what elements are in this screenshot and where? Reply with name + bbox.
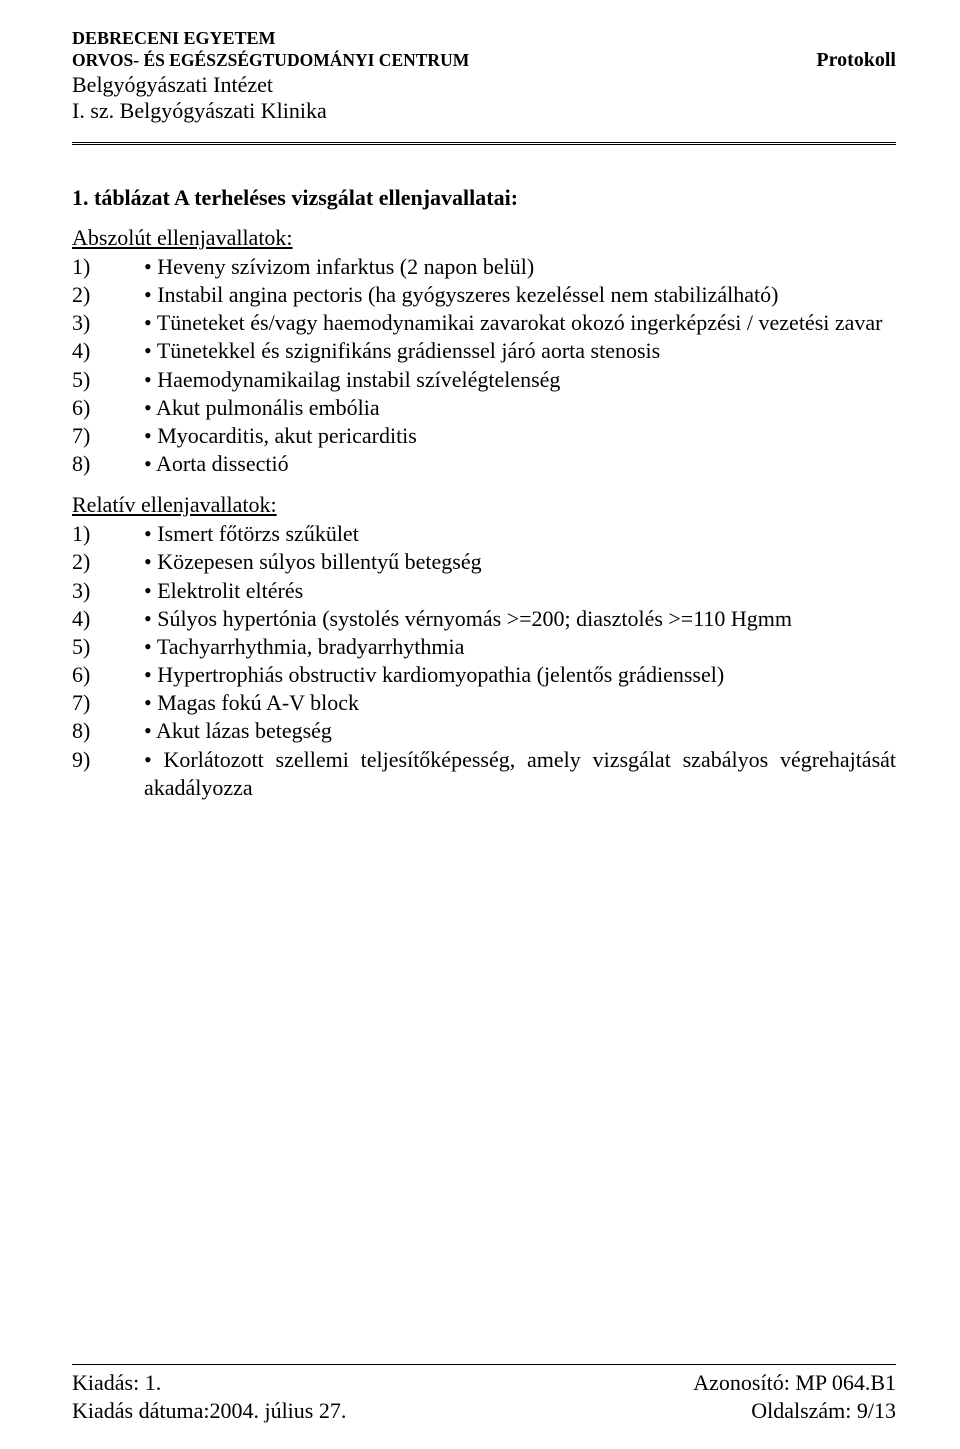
list-item: 6)Akut pulmonális embólia bbox=[72, 394, 896, 422]
list-item-text: Hypertrophiás obstructiv kardiomyopathia… bbox=[144, 661, 896, 689]
footer-divider bbox=[72, 1364, 896, 1365]
list-item-number: 3) bbox=[72, 577, 144, 605]
list-item-text: Haemodynamikailag instabil szívelégtelen… bbox=[144, 366, 896, 394]
list-item: 8)Akut lázas betegség bbox=[72, 717, 896, 745]
list-item-number: 4) bbox=[72, 337, 144, 365]
list-item: 2)Közepesen súlyos billentyű betegség bbox=[72, 548, 896, 576]
list-item-number: 4) bbox=[72, 605, 144, 633]
list-item: 3)Elektrolit eltérés bbox=[72, 577, 896, 605]
list-item-text: Tünetekkel és szignifikáns grádienssel j… bbox=[144, 337, 896, 365]
footer-page-number: Oldalszám: 9/13 bbox=[751, 1397, 896, 1425]
absolute-heading: Abszolút ellenjavallatok: bbox=[72, 225, 896, 251]
list-item-number: 8) bbox=[72, 717, 144, 745]
footer-row-2: Kiadás dátuma:2004. július 27. Oldalszám… bbox=[72, 1397, 896, 1425]
footer-row-1: Kiadás: 1. Azonosító: MP 064.B1 bbox=[72, 1369, 896, 1397]
list-item-text: Akut pulmonális embólia bbox=[144, 394, 896, 422]
list-item-text: Magas fokú A-V block bbox=[144, 689, 896, 717]
absolute-block: Abszolút ellenjavallatok: 1)Heveny szívi… bbox=[72, 225, 896, 478]
list-item-number: 5) bbox=[72, 633, 144, 661]
header-institute: Belgyógyászati Intézet bbox=[72, 72, 896, 98]
list-item: 7)Magas fokú A-V block bbox=[72, 689, 896, 717]
list-item-number: 7) bbox=[72, 689, 144, 717]
page-header: DEBRECENI EGYETEM ORVOS- ÉS EGÉSZSÉGTUDO… bbox=[72, 28, 896, 124]
list-item-text: Tachyarrhythmia, bradyarrhythmia bbox=[144, 633, 896, 661]
list-item-text: Közepesen súlyos billentyű betegség bbox=[144, 548, 896, 576]
header-university: DEBRECENI EGYETEM bbox=[72, 28, 896, 49]
list-item-text: Instabil angina pectoris (ha gyógyszeres… bbox=[144, 281, 896, 309]
list-item: 3)Tüneteket és/vagy haemodynamikai zavar… bbox=[72, 309, 896, 337]
list-item-number: 7) bbox=[72, 422, 144, 450]
list-item: 7)Myocarditis, akut pericarditis bbox=[72, 422, 896, 450]
list-item-number: 8) bbox=[72, 450, 144, 478]
footer-date: Kiadás dátuma:2004. július 27. bbox=[72, 1397, 346, 1425]
list-item-text: Aorta dissectió bbox=[144, 450, 896, 478]
list-item-number: 1) bbox=[72, 520, 144, 548]
absolute-list: 1)Heveny szívizom infarktus (2 napon bel… bbox=[72, 253, 896, 478]
list-item-text: Akut lázas betegség bbox=[144, 717, 896, 745]
relative-list: 1)Ismert főtörzs szűkület2)Közepesen súl… bbox=[72, 520, 896, 802]
list-item-number: 5) bbox=[72, 366, 144, 394]
list-item-text: Ismert főtörzs szűkület bbox=[144, 520, 896, 548]
list-item: 5)Tachyarrhythmia, bradyarrhythmia bbox=[72, 633, 896, 661]
list-item-number: 2) bbox=[72, 548, 144, 576]
list-item-text: Tüneteket és/vagy haemodynamikai zavarok… bbox=[144, 309, 896, 337]
list-item-text: Korlátozott szellemi teljesítőképesség, … bbox=[144, 746, 896, 802]
list-item: 4)Tünetekkel és szignifikáns grádienssel… bbox=[72, 337, 896, 365]
list-item-number: 9) bbox=[72, 746, 144, 802]
list-item: 4)Súlyos hypertónia (systolés vérnyomás … bbox=[72, 605, 896, 633]
list-item: 6)Hypertrophiás obstructiv kardiomyopath… bbox=[72, 661, 896, 689]
relative-block: Relatív ellenjavallatok: 1)Ismert főtörz… bbox=[72, 492, 896, 802]
list-item-number: 2) bbox=[72, 281, 144, 309]
list-item-text: Heveny szívizom infarktus (2 napon belül… bbox=[144, 253, 896, 281]
relative-heading: Relatív ellenjavallatok: bbox=[72, 492, 896, 518]
list-item: 9)Korlátozott szellemi teljesítőképesség… bbox=[72, 746, 896, 802]
list-item-text: Elektrolit eltérés bbox=[144, 577, 896, 605]
list-item-number: 6) bbox=[72, 394, 144, 422]
footer-id: Azonosító: MP 064.B1 bbox=[693, 1369, 896, 1397]
header-clinic: I. sz. Belgyógyászati Klinika bbox=[72, 98, 896, 124]
list-item-number: 1) bbox=[72, 253, 144, 281]
list-item-number: 6) bbox=[72, 661, 144, 689]
table-title: 1. táblázat A terheléses vizsgálat ellen… bbox=[72, 185, 896, 211]
header-protokoll: Protokoll bbox=[816, 49, 896, 72]
list-item: 1)Ismert főtörzs szűkület bbox=[72, 520, 896, 548]
list-item-number: 3) bbox=[72, 309, 144, 337]
header-row: ORVOS- ÉS EGÉSZSÉGTUDOMÁNYI CENTRUM Prot… bbox=[72, 49, 896, 72]
header-centrum: ORVOS- ÉS EGÉSZSÉGTUDOMÁNYI CENTRUM bbox=[72, 50, 469, 71]
list-item: 1)Heveny szívizom infarktus (2 napon bel… bbox=[72, 253, 896, 281]
list-item: 5)Haemodynamikailag instabil szívelégtel… bbox=[72, 366, 896, 394]
header-divider bbox=[72, 142, 896, 145]
list-item: 8)Aorta dissectió bbox=[72, 450, 896, 478]
list-item: 2)Instabil angina pectoris (ha gyógyszer… bbox=[72, 281, 896, 309]
footer-edition: Kiadás: 1. bbox=[72, 1369, 161, 1397]
list-item-text: Súlyos hypertónia (systolés vérnyomás >=… bbox=[144, 605, 896, 633]
page-footer: Kiadás: 1. Azonosító: MP 064.B1 Kiadás d… bbox=[72, 1364, 896, 1425]
list-item-text: Myocarditis, akut pericarditis bbox=[144, 422, 896, 450]
